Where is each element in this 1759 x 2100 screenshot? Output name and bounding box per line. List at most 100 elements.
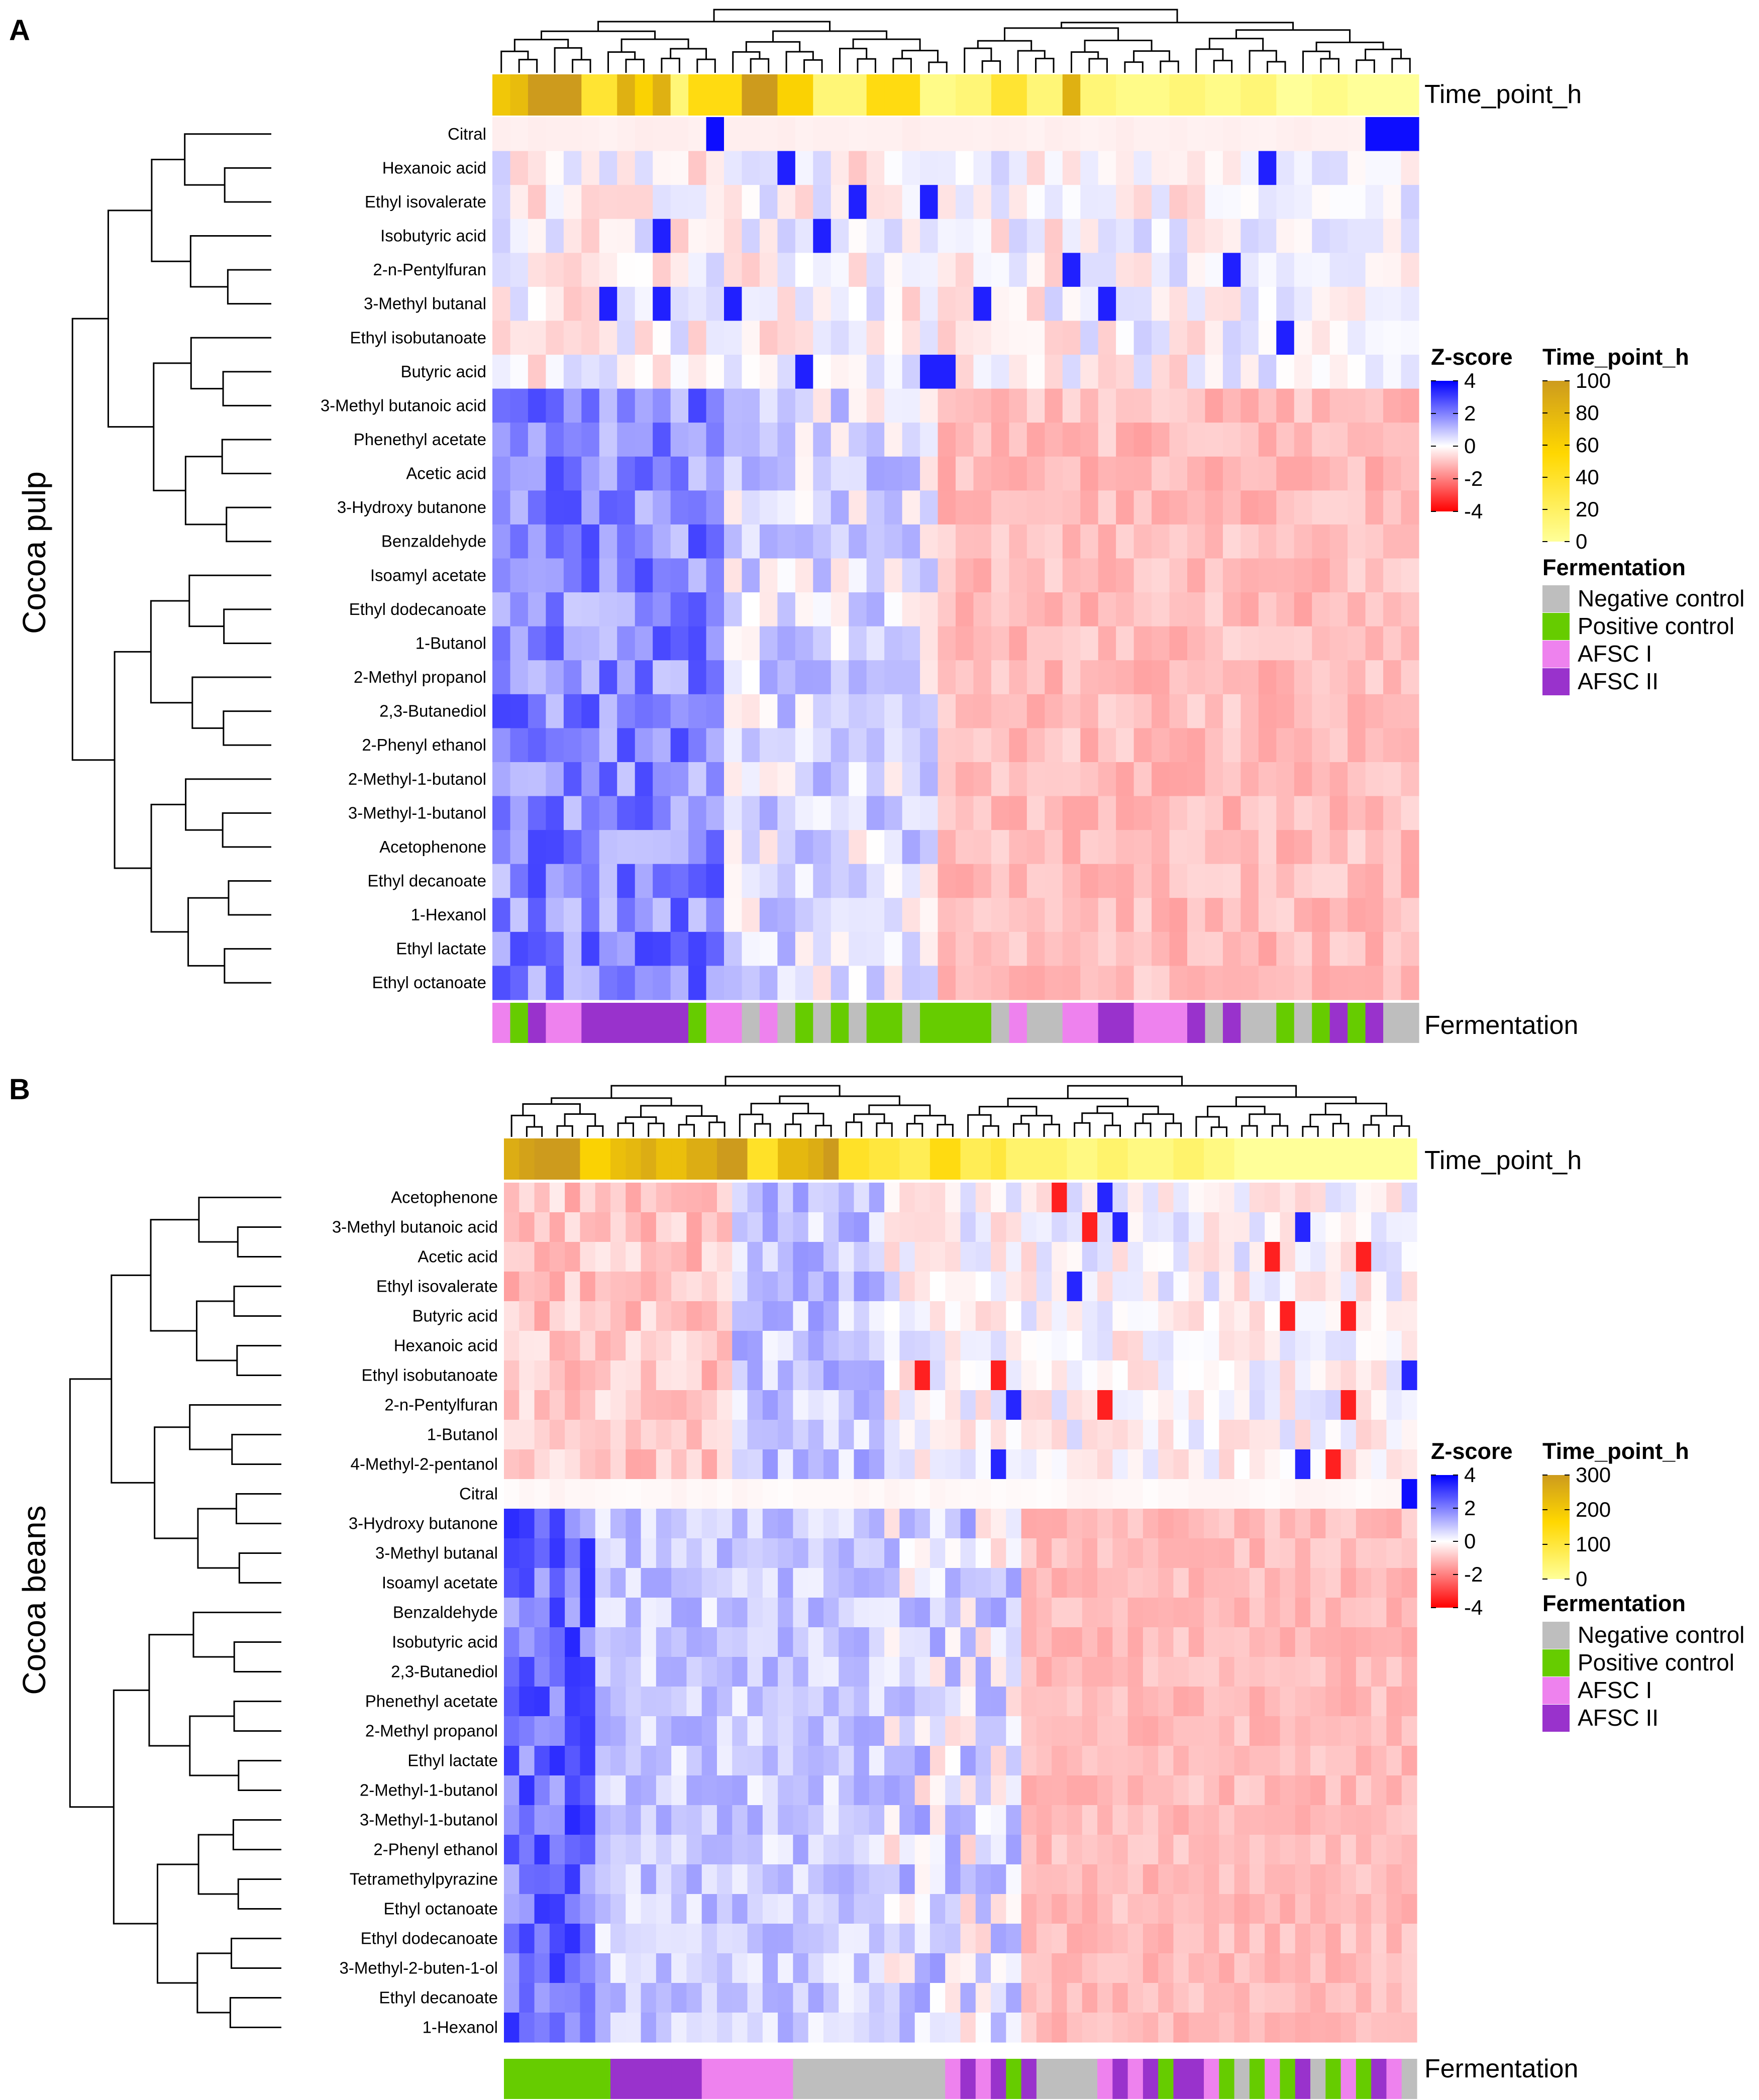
panel-b-time-cell	[534, 1138, 550, 1180]
panel-a-heat-cell	[563, 490, 582, 525]
panel-b-heat-cell	[1356, 2013, 1372, 2043]
panel-a-heat-cell	[759, 185, 778, 220]
panel-b-heat-cell	[929, 1983, 946, 2013]
panel-a-heat-cell	[528, 694, 546, 728]
panel-a-heat-cell	[884, 592, 903, 627]
panel-b-heat-cell	[762, 1864, 778, 1895]
panel-b-heat-cell	[716, 1716, 733, 1746]
panel-a-heat-cell	[795, 626, 813, 661]
panel-a-heat-cell	[795, 931, 813, 967]
panel-b-heat-cell	[869, 1301, 885, 1331]
panel-b-heat-cell	[778, 1301, 793, 1331]
panel-a-fermentation-cell	[991, 1003, 1009, 1043]
panel-a-heat-cell	[742, 321, 760, 355]
panel-b-heat-cell	[1280, 1687, 1296, 1717]
panel-a-time-cell	[546, 74, 564, 116]
panel-b-heat-cell	[1401, 1360, 1417, 1391]
panel-a-heat-cell	[510, 728, 529, 763]
panel-a-heat-cell	[1169, 388, 1188, 423]
panel-b-heat-cell	[823, 1301, 839, 1331]
panel-b-heat-cell	[1340, 1627, 1357, 1657]
panel-a-heat-cell	[1098, 694, 1116, 728]
panel-b-column-dendrogram-branch	[725, 1076, 1183, 1086]
panel-a-heat-cell	[1205, 728, 1223, 763]
panel-b-heat-cell	[534, 1983, 550, 2013]
panel-b-heat-cell	[1280, 1272, 1296, 1302]
panel-a-heat-cell	[1222, 423, 1241, 457]
panel-b-heat-cell	[519, 1390, 535, 1420]
panel-b-heat-cell	[534, 1449, 550, 1480]
panel-b-heat-cell	[1188, 1894, 1204, 1924]
panel-b-heat-cell	[793, 1360, 809, 1391]
panel-b-heat-cell	[1280, 1390, 1296, 1420]
panel-a-heat-cell	[1045, 898, 1063, 932]
panel-a-heat-cell	[1169, 660, 1188, 695]
panel-b-heat-cell	[565, 1953, 581, 1983]
panel-b-heat-cell	[1340, 1212, 1357, 1242]
panel-b-heat-cell	[1067, 1924, 1083, 1954]
panel-b-heat-cell	[716, 1331, 733, 1361]
panel-b-heat-cell	[716, 1835, 733, 1865]
panel-a-heat-cell	[938, 762, 956, 797]
panel-b-heat-cell	[808, 1538, 824, 1568]
panel-a-heat-cell	[1383, 219, 1402, 253]
panel-b-heat-cell	[686, 1687, 702, 1717]
panel-b-fermentation-item: AFSC II	[1578, 1705, 1659, 1731]
panel-a-heat-cell	[546, 423, 564, 457]
panel-b-heat-cell	[1356, 1775, 1372, 1806]
panel-a-heat-cell	[795, 898, 813, 932]
panel-a-fermentation-cell	[1240, 1003, 1259, 1043]
panel-a-heat-cell	[795, 219, 813, 253]
panel-a-heat-cell	[581, 694, 600, 728]
panel-b-row-label: Butyric acid	[412, 1307, 498, 1325]
panel-a-fermentation-cell	[724, 1003, 743, 1043]
panel-b-heat-cell	[626, 1657, 642, 1687]
panel-a-heat-cell	[938, 286, 956, 322]
panel-b-heat-cell	[686, 1835, 702, 1865]
panel-b-heat-cell	[1371, 1657, 1387, 1687]
panel-b-heat-cell	[1173, 1657, 1189, 1687]
panel-a-heat-cell	[956, 931, 974, 967]
panel-b-heat-cell	[549, 2013, 565, 2043]
panel-b-heat-cell	[1340, 1835, 1357, 1865]
panel-a-heat-cell	[1240, 762, 1259, 797]
panel-b-heat-cell	[1204, 1242, 1219, 1272]
panel-b-heat-cell	[914, 1272, 930, 1302]
panel-a-heat-cell	[546, 355, 564, 389]
panel-b-heat-cell	[1280, 1746, 1296, 1776]
panel-b-heat-cell	[1143, 1627, 1159, 1657]
panel-b-heat-cell	[1082, 1657, 1098, 1687]
panel-b-heat-cell	[914, 1509, 930, 1539]
panel-b-heat-cell	[960, 1746, 976, 1776]
panel-b-heat-cell	[778, 1331, 793, 1361]
panel-b-heat-cell	[747, 1301, 763, 1331]
panel-a-fermentation-cell	[563, 1003, 582, 1043]
panel-a-row-dendrogram-branch	[107, 209, 154, 428]
panel-a-heat-cell	[1383, 117, 1402, 152]
panel-b-heat-cell	[1097, 1864, 1113, 1895]
panel-a-heat-cell	[866, 796, 885, 830]
panel-a-heat-cell	[973, 762, 992, 797]
panel-b-heat-cell	[1036, 1598, 1052, 1628]
panel-a-time-cell	[831, 74, 849, 116]
panel-b-heat-cell	[1356, 1657, 1372, 1687]
panel-a-heat-cell	[1401, 660, 1419, 695]
panel-b-heat-cell	[1143, 1746, 1159, 1776]
panel-b-heat-cell	[762, 1746, 778, 1776]
panel-a-heat-cell	[1222, 830, 1241, 865]
panel-a-heat-cell	[1240, 558, 1259, 593]
panel-a-time-cell	[973, 74, 992, 116]
panel-b-heat-cell	[960, 1331, 976, 1361]
panel-b-heat-cell	[1006, 1716, 1022, 1746]
panel-a-column-dendrogram-branch	[901, 50, 939, 63]
panel-b-zscore-tick-label: -4	[1464, 1596, 1483, 1619]
panel-a-time-cell	[688, 74, 707, 116]
panel-a-heat-cell	[670, 321, 689, 355]
panel-a-heat-cell	[795, 321, 813, 355]
panel-a-heat-cell	[920, 592, 939, 627]
panel-a-heat-cell	[563, 321, 582, 355]
panel-b-fermentation-cell	[1006, 2059, 1022, 2099]
panel-b-heat-cell	[580, 1212, 596, 1242]
panel-b-heat-cell	[1112, 1716, 1128, 1746]
panel-b-heat-cell	[549, 1301, 565, 1331]
